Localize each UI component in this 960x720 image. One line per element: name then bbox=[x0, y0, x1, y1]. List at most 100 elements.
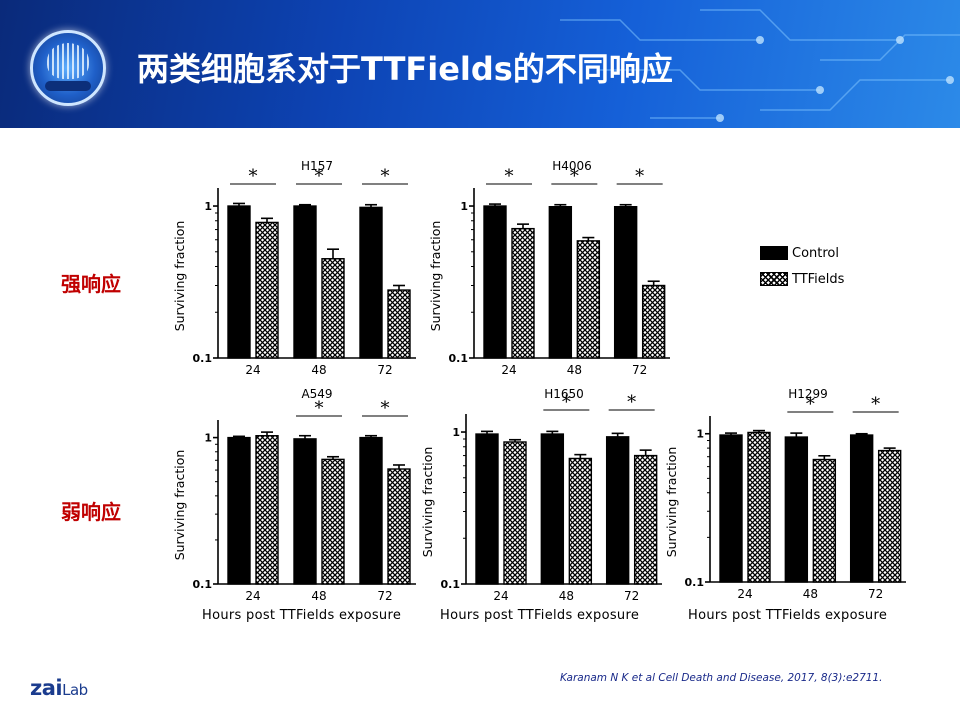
bar-h4006-control-24 bbox=[483, 205, 507, 359]
bar-h1650-ttfields-48 bbox=[568, 457, 593, 585]
y-axis-title-h4006: Surviving fraction bbox=[428, 221, 443, 332]
x-tick-label-a549-72: 72 bbox=[377, 589, 392, 603]
x-tick-label-h1650-72: 72 bbox=[624, 589, 639, 603]
bar-a549-ttfields-48 bbox=[321, 458, 345, 585]
chart-title-h4006: H4006 bbox=[552, 159, 592, 173]
institute-logo bbox=[30, 30, 106, 106]
bar-a549-control-24 bbox=[227, 436, 251, 585]
x-tick-label-h157-48: 48 bbox=[311, 363, 326, 377]
zailab-logo: zaiLab bbox=[30, 676, 88, 700]
bar-h4006-control-72 bbox=[613, 205, 638, 359]
bar-a549-ttfields-72 bbox=[387, 468, 411, 585]
legend-item-control: Control bbox=[760, 240, 844, 266]
bar-h4006-ttfields-72 bbox=[641, 284, 666, 359]
logo-plate bbox=[45, 81, 91, 91]
y-tick-label-h1299-0: 1 bbox=[696, 428, 704, 441]
row-label-weak: 弱响应 bbox=[61, 500, 121, 524]
y-tick-label-h1650-0: 1 bbox=[452, 426, 460, 439]
bar-a549-control-72 bbox=[359, 436, 383, 585]
y-tick-label-a549-0: 1 bbox=[204, 432, 212, 445]
brand-main: zai bbox=[30, 676, 63, 700]
bar-h157-ttfields-72 bbox=[387, 289, 411, 359]
significance-star-h157-48: * bbox=[315, 166, 324, 187]
page-title: 两类细胞系对于TTFields的不同响应 bbox=[137, 50, 673, 88]
significance-star-h1299-48: * bbox=[806, 394, 815, 415]
x-tick-label-a549-24: 24 bbox=[245, 589, 260, 603]
x-axis-title-h1650: Hours post TTFields exposure bbox=[440, 608, 640, 623]
header-banner: 两类细胞系对于TTFields的不同响应 bbox=[0, 0, 960, 128]
x-tick-label-h4006-24: 24 bbox=[501, 363, 516, 377]
legend-label-control: Control bbox=[792, 245, 839, 261]
chart-title-h1299: H1299 bbox=[788, 387, 828, 401]
significance-star-h157-72: * bbox=[381, 166, 390, 187]
y-tick-label-h4006-0: 1 bbox=[460, 200, 468, 213]
y-tick-label-h157-0: 1 bbox=[204, 200, 212, 213]
y-tick-label-h157-1: 0.1 bbox=[193, 352, 213, 365]
brain-icon bbox=[47, 43, 89, 79]
legend-item-ttfields: TTFields bbox=[760, 266, 844, 292]
x-tick-label-h157-24: 24 bbox=[245, 363, 260, 377]
bar-h1299-control-72 bbox=[849, 434, 874, 583]
x-axis-title-h1299: Hours post TTFields exposure bbox=[688, 608, 888, 623]
legend-swatch-control bbox=[760, 246, 788, 260]
row-label-strong: 强响应 bbox=[61, 272, 121, 296]
chart-legend: Control TTFields bbox=[760, 240, 844, 292]
y-tick-label-h1299-1: 0.1 bbox=[685, 576, 705, 589]
bar-h1299-ttfields-48 bbox=[812, 458, 837, 583]
x-tick-label-h1299-24: 24 bbox=[737, 587, 752, 601]
bar-a549-control-48 bbox=[293, 438, 317, 585]
circuit-decoration bbox=[560, 9, 960, 122]
x-tick-label-h1650-48: 48 bbox=[559, 589, 574, 603]
bar-h4006-ttfields-24 bbox=[511, 227, 535, 359]
x-tick-label-h1299-72: 72 bbox=[868, 587, 883, 601]
chart-title-h1650: H1650 bbox=[544, 387, 584, 401]
bar-h1650-control-48 bbox=[540, 433, 565, 585]
significance-star-h4006-72: * bbox=[635, 166, 644, 187]
bar-h1299-control-48 bbox=[784, 436, 809, 583]
bar-h157-ttfields-48 bbox=[321, 258, 345, 359]
y-axis-title-a549: Surviving fraction bbox=[172, 450, 187, 561]
brand-lab: Lab bbox=[62, 681, 88, 699]
bar-h157-control-72 bbox=[359, 206, 383, 359]
bar-h4006-control-48 bbox=[548, 205, 573, 359]
y-tick-label-h1650-1: 0.1 bbox=[441, 578, 461, 591]
x-tick-label-h1299-48: 48 bbox=[803, 587, 818, 601]
chart-title-a549: A549 bbox=[301, 387, 332, 401]
significance-star-a549-48: * bbox=[315, 398, 324, 419]
bar-h157-ttfields-24 bbox=[255, 221, 279, 359]
bar-h1650-control-72 bbox=[605, 436, 630, 585]
significance-star-h1650-48: * bbox=[562, 392, 571, 413]
bar-h157-control-24 bbox=[227, 205, 251, 359]
x-tick-label-h157-72: 72 bbox=[377, 363, 392, 377]
legend-swatch-ttfields bbox=[760, 272, 788, 286]
significance-star-h1299-72: * bbox=[871, 394, 880, 415]
bar-h1299-ttfields-24 bbox=[747, 431, 771, 583]
x-tick-label-h4006-72: 72 bbox=[632, 363, 647, 377]
bar-h4006-ttfields-48 bbox=[576, 240, 601, 359]
x-tick-label-a549-48: 48 bbox=[311, 589, 326, 603]
significance-star-h4006-48: * bbox=[570, 166, 579, 187]
significance-star-h157-24: * bbox=[249, 166, 258, 187]
citation: Karanam N K et al Cell Death and Disease… bbox=[560, 672, 883, 684]
y-axis-title-h157: Surviving fraction bbox=[172, 221, 187, 332]
y-axis-title-h1650: Surviving fraction bbox=[420, 447, 435, 558]
bar-h1299-ttfields-72 bbox=[877, 449, 902, 583]
x-tick-label-h4006-48: 48 bbox=[567, 363, 582, 377]
bar-h1650-control-24 bbox=[475, 433, 499, 585]
significance-star-a549-72: * bbox=[381, 398, 390, 419]
bar-h1650-ttfields-24 bbox=[503, 441, 527, 585]
chart-title-h157: H157 bbox=[301, 159, 333, 173]
legend-label-ttfields: TTFields bbox=[792, 271, 845, 287]
bar-h1650-ttfields-72 bbox=[633, 454, 658, 585]
bar-h1299-control-24 bbox=[719, 434, 743, 583]
y-tick-label-a549-1: 0.1 bbox=[193, 578, 213, 591]
x-axis-title-a549: Hours post TTFields exposure bbox=[202, 608, 402, 623]
y-tick-label-h4006-1: 0.1 bbox=[449, 352, 469, 365]
bar-h157-control-48 bbox=[293, 205, 317, 359]
significance-star-h4006-24: * bbox=[505, 166, 514, 187]
y-axis-title-h1299: Surviving fraction bbox=[664, 447, 679, 558]
bar-a549-ttfields-24 bbox=[255, 435, 279, 585]
significance-star-h1650-72: * bbox=[627, 392, 636, 413]
x-tick-label-h1650-24: 24 bbox=[493, 589, 508, 603]
